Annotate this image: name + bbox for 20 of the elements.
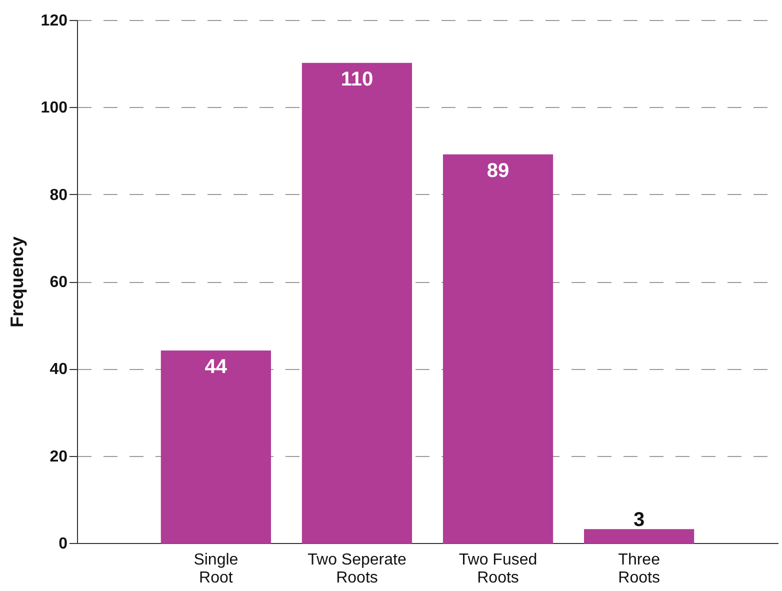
bar bbox=[302, 62, 412, 544]
data-label: 3 bbox=[634, 508, 645, 531]
y-tick-label: 80 bbox=[50, 186, 68, 204]
x-tick-label: Three Roots bbox=[618, 552, 660, 586]
x-tick-label: Two Fused Roots bbox=[458, 552, 538, 586]
bar bbox=[442, 154, 554, 544]
x-tick-label: Two Seperate Roots bbox=[308, 552, 406, 586]
y-tick-label: 100 bbox=[40, 100, 68, 117]
y-tick-label: 20 bbox=[50, 448, 68, 466]
y-tick-label: 120 bbox=[40, 12, 68, 30]
bar bbox=[160, 350, 271, 544]
y-axis-title: Frequency bbox=[6, 236, 27, 328]
y-tick-label: 40 bbox=[50, 361, 68, 378]
data-label: 44 bbox=[204, 356, 228, 378]
bar bbox=[584, 529, 694, 544]
data-label: 89 bbox=[486, 160, 510, 182]
y-tick-label: 0 bbox=[58, 536, 68, 552]
y-tick-label: 60 bbox=[50, 274, 68, 291]
x-tick-label: Single Root bbox=[194, 552, 238, 586]
data-label: 110 bbox=[340, 68, 374, 91]
